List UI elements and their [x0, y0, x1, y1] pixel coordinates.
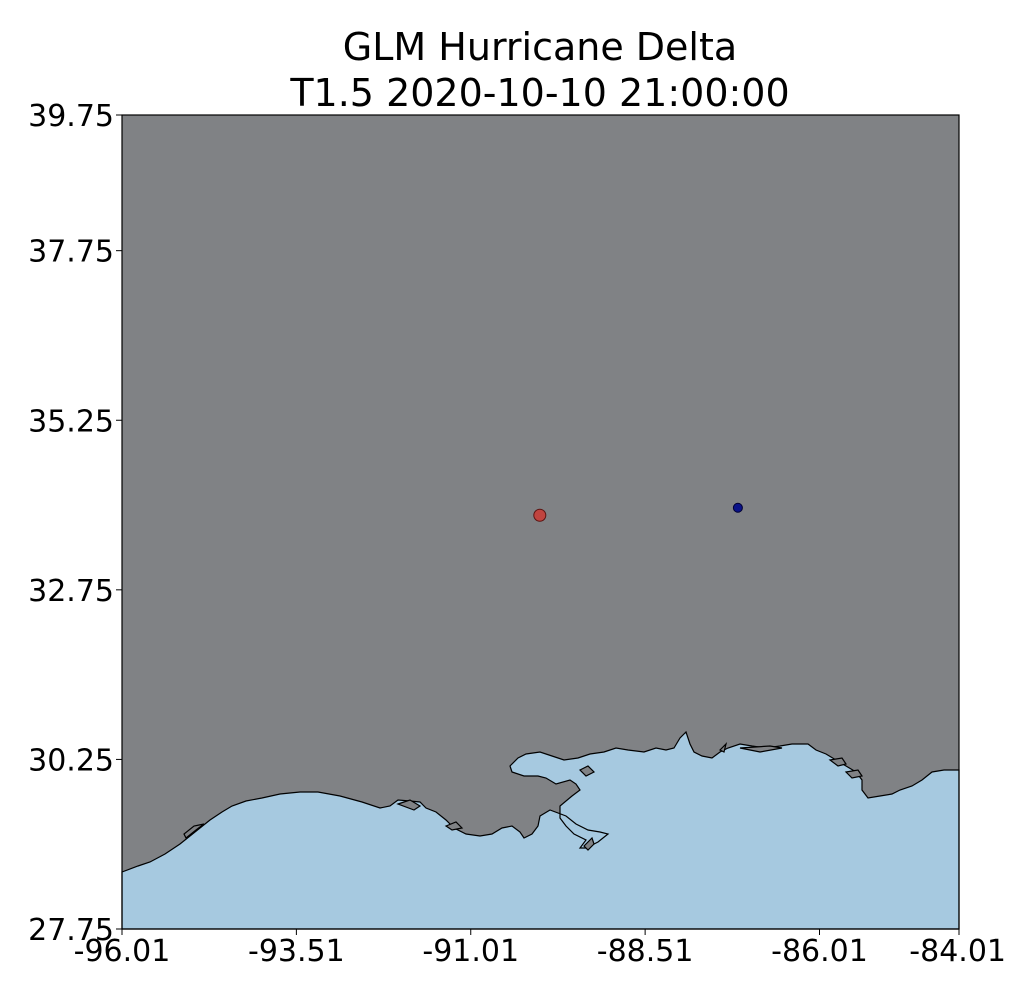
x-tick-label-3: -88.51 — [597, 934, 694, 969]
y-tick-label-5: 27.75 — [28, 913, 114, 948]
x-axis-ticks: -96.01 -93.51 -91.01 -88.51 -86.01 -84.01 — [74, 929, 1006, 969]
plot-frame — [121, 114, 960, 930]
x-tick-label-5: -84.01 — [909, 934, 1006, 969]
lightning-point-1 — [533, 508, 547, 522]
x-tick-label-0: -96.01 — [74, 934, 171, 969]
y-tick-label-2: 35.25 — [28, 404, 114, 439]
x-tick-label-2: -91.01 — [422, 934, 519, 969]
y-tick-label-4: 30.25 — [28, 743, 114, 778]
gulf-water — [121, 730, 960, 930]
lightning-points — [533, 502, 743, 522]
y-tick-label-0: 39.75 — [28, 99, 114, 134]
lightning-point-2 — [732, 502, 743, 513]
y-tick-label-1: 37.75 — [28, 235, 114, 270]
chart-subtitle: T1.5 2020-10-10 21:00:00 — [289, 71, 789, 115]
y-axis-ticks: 39.75 37.75 35.25 32.75 30.25 27.75 — [28, 99, 122, 948]
y-tick-label-3: 32.75 — [28, 574, 114, 609]
x-tick-label-1: -93.51 — [248, 934, 345, 969]
x-tick-label-4: -86.01 — [771, 934, 868, 969]
coastline-islands — [183, 742, 863, 851]
map-plot-area — [121, 114, 960, 930]
chart-title: GLM Hurricane Delta — [343, 25, 737, 69]
